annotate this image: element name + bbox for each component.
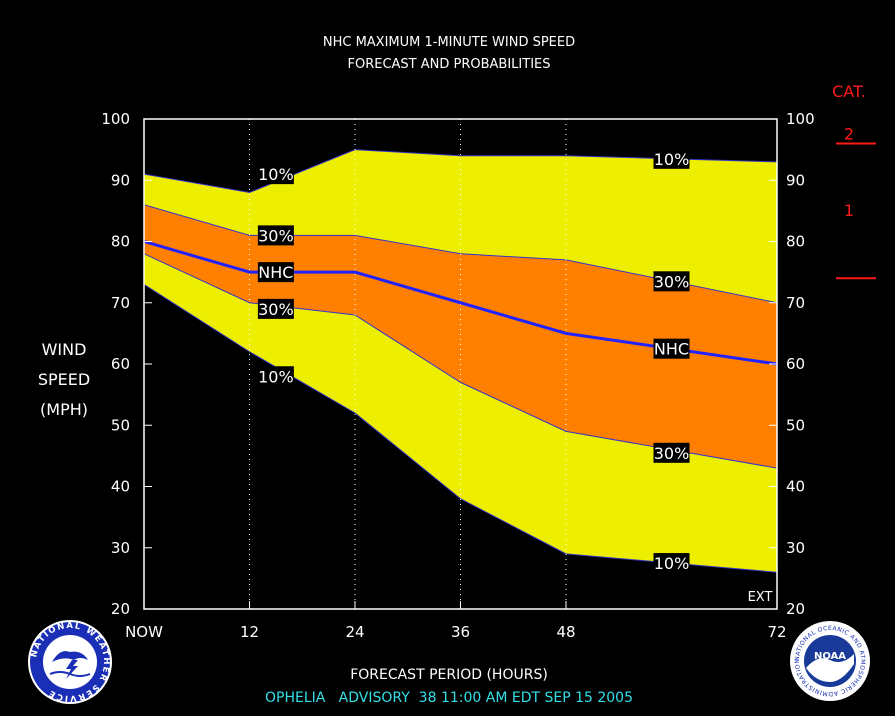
- y-tick-label-right: 20: [786, 600, 805, 618]
- y-tick-label-left: 70: [111, 294, 130, 312]
- category-label: 1: [844, 201, 854, 220]
- band-label-box: [653, 553, 690, 574]
- y-tick-label-left: 100: [101, 110, 130, 128]
- band-label-box: [653, 442, 690, 463]
- y-tick-label-left: 60: [111, 355, 130, 373]
- band-label-box: [653, 148, 690, 169]
- band-label-box: [257, 298, 294, 319]
- band-label: NHC: [258, 263, 293, 282]
- x-axis-label: FORECAST PERIOD (HOURS): [350, 667, 548, 683]
- y-tick-label-left: 40: [111, 478, 130, 496]
- band-label-box: [653, 271, 690, 292]
- chart-title: NHC MAXIMUM 1-MINUTE WIND SPEED: [323, 35, 575, 50]
- band-label-box: [257, 164, 294, 185]
- band-label: 30%: [258, 226, 294, 245]
- y-axis-label-line-3: (MPH): [40, 400, 88, 419]
- x-tick-label: 48: [556, 623, 575, 641]
- y-tick-label-left: 90: [111, 171, 130, 189]
- y-tick-label-left: 80: [111, 233, 130, 251]
- category-header: CAT.: [832, 82, 866, 101]
- category-scale: 21: [836, 124, 876, 280]
- x-tick-label: 72: [767, 623, 786, 641]
- y-tick-label-right: 90: [786, 171, 805, 189]
- gull-icon: [806, 654, 854, 682]
- plot-area: [144, 119, 777, 609]
- band-label: NHC: [654, 340, 689, 359]
- x-tick-label: NOW: [125, 623, 163, 641]
- y-tick-label-right: 70: [786, 294, 805, 312]
- y-tick-label-right: 40: [786, 478, 805, 496]
- band-label: 10%: [258, 165, 294, 184]
- cloud-icon: [52, 651, 88, 662]
- lower-30-edge-line: [144, 253, 777, 469]
- ext-label: EXT: [748, 590, 773, 605]
- upper-30-edge-line: [144, 204, 777, 304]
- band-label: 10%: [258, 367, 294, 386]
- y-axis-label-line-2: SPEED: [38, 370, 90, 389]
- category-label: 2: [844, 124, 854, 143]
- x-tick-label: 12: [240, 623, 259, 641]
- band-labels: 10% 30% NHC 30% 10% 10% 30% NHC 30% 10%: [257, 148, 690, 574]
- band-label: 30%: [654, 272, 690, 291]
- y-tick-label-right: 30: [786, 539, 805, 557]
- upper-10-edge-line: [144, 149, 777, 194]
- band-label-box: [257, 262, 294, 283]
- wave-icon: [49, 671, 91, 677]
- chart-subtitle: FORECAST AND PROBABILITIES: [348, 57, 551, 72]
- nws-logo: NATIONAL WEATHER SERVICE: [28, 620, 112, 704]
- y-tick-label-right: 50: [786, 416, 805, 434]
- y-tick-label-left: 20: [111, 600, 130, 618]
- band-label-box: [653, 338, 690, 359]
- lower-10-edge-line: [144, 283, 777, 573]
- advisory-footer: OPHELIA ADVISORY 38 11:00 AM EDT SEP 15 …: [265, 690, 633, 706]
- y-tick-label-right: 80: [786, 233, 805, 251]
- y-tick-label-left: 30: [111, 539, 130, 557]
- y-tick-label-left: 50: [111, 416, 130, 434]
- noaa-logo-text: NOAA: [814, 651, 846, 662]
- y-tick-label-right: 100: [786, 110, 815, 128]
- y-tick-label-right: 60: [786, 355, 805, 373]
- axes: 20 20 30 30 40 40 50 50 60 60 70 70 80 80 90 90 100 100 NO…: [101, 110, 814, 641]
- band-label: 30%: [654, 444, 690, 463]
- y-axis-label-line-1: WIND: [42, 340, 87, 359]
- band-label: 30%: [258, 300, 294, 319]
- x-tick-label: 36: [451, 623, 470, 641]
- band-label: 10%: [654, 150, 690, 169]
- band-label-box: [257, 366, 294, 387]
- nhc-forecast-line: [144, 240, 777, 366]
- band-label-box: [257, 225, 294, 246]
- band-label: 10%: [654, 554, 690, 573]
- x-tick-label: 24: [345, 623, 364, 641]
